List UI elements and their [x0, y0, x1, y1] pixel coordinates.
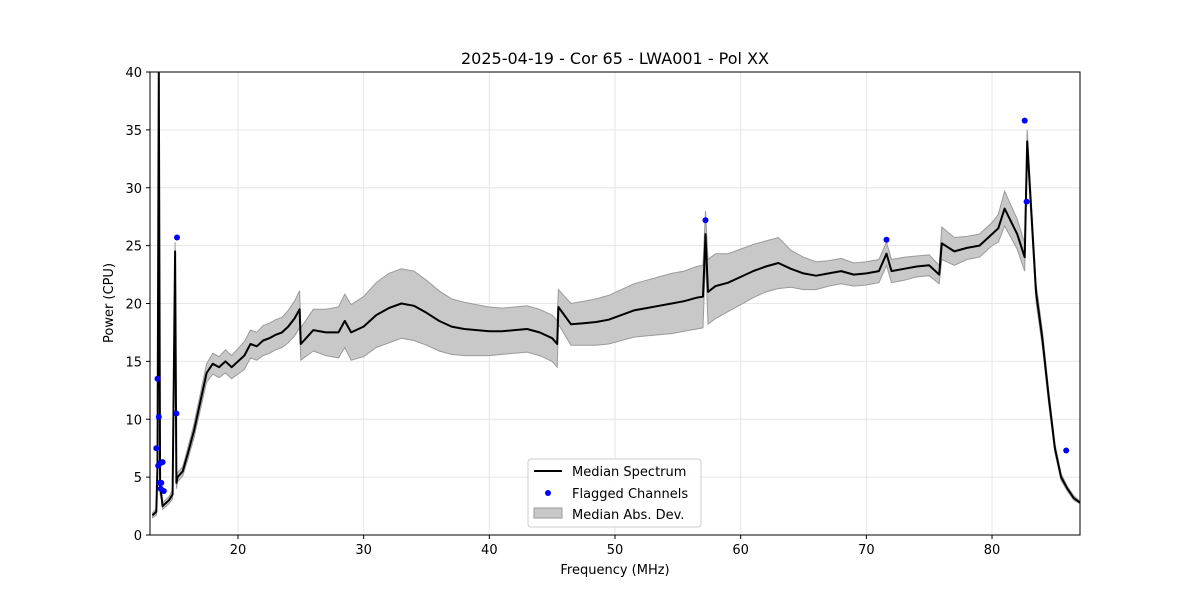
flagged-point — [155, 413, 162, 420]
chart-title: 2025-04-19 - Cor 65 - LWA001 - Pol XX — [461, 49, 769, 68]
x-tick-label: 70 — [858, 543, 875, 558]
flagged-point — [1023, 198, 1030, 205]
legend-mad-swatch — [533, 507, 563, 519]
x-tick-label: 20 — [230, 543, 247, 558]
x-tick-label: 80 — [984, 543, 1001, 558]
flagged-point — [159, 459, 166, 466]
mad-band — [152, 72, 1080, 519]
flagged-point — [883, 236, 890, 243]
x-tick-label: 30 — [355, 543, 372, 558]
legend-frame — [527, 458, 702, 528]
legend-flagged-swatch — [545, 490, 551, 496]
legend-mad-label: Median Abs. Dev. — [572, 508, 684, 523]
y-tick-label: 25 — [125, 240, 142, 255]
y-tick-label: 5 — [134, 471, 142, 486]
legend: Median Spectrum Flagged Channels Median … — [527, 458, 702, 528]
x-tick-label: 40 — [481, 543, 498, 558]
flagged-point — [702, 217, 709, 224]
x-tick-label: 60 — [732, 543, 749, 558]
grid-lines — [150, 71, 1080, 536]
median-spectrum-line — [151, 72, 1080, 517]
y-tick-label: 10 — [125, 413, 142, 428]
y-tick-label: 40 — [125, 66, 142, 81]
y-axis: 0 5 10 15 20 25 30 35 40 — [125, 66, 150, 544]
flagged-point — [153, 445, 160, 452]
y-tick-label: 30 — [125, 182, 142, 197]
y-tick-label: 20 — [125, 298, 142, 313]
flagged-point — [158, 479, 165, 486]
y-tick-label: 0 — [134, 529, 142, 544]
y-axis-label: Power (CPU) — [102, 263, 117, 343]
y-tick-label: 35 — [125, 124, 142, 139]
flagged-point — [1063, 447, 1070, 454]
y-tick-label: 15 — [125, 355, 142, 370]
legend-flagged-label: Flagged Channels — [572, 487, 688, 502]
flagged-point — [154, 375, 161, 382]
plot-area — [151, 72, 1080, 519]
flagged-point — [160, 488, 167, 494]
flagged-point — [173, 410, 180, 417]
x-axis: 20 30 40 50 60 70 80 — [230, 535, 1001, 558]
flagged-point — [174, 234, 180, 241]
legend-median-label: Median Spectrum — [572, 465, 686, 480]
flagged-point — [1021, 117, 1028, 124]
x-tick-label: 50 — [607, 543, 624, 558]
x-axis-label: Frequency (MHz) — [560, 563, 669, 578]
